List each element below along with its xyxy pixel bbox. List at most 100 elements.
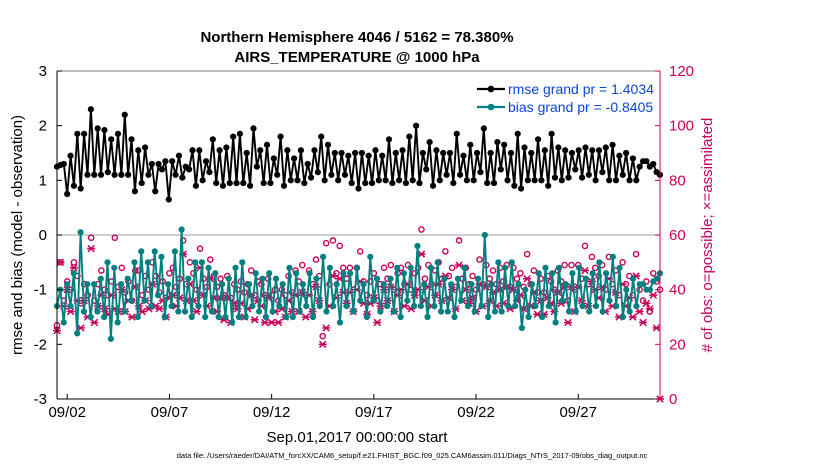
- bias-point: [532, 302, 539, 310]
- bias-point: [360, 281, 367, 288]
- obs-assimilated-marker: [192, 307, 201, 316]
- rmse-point: [324, 141, 332, 148]
- bias-point: [212, 270, 219, 277]
- bias-point: [239, 259, 246, 266]
- rmse-point: [518, 185, 525, 192]
- rmse-point: [633, 177, 640, 184]
- bias-point: [606, 297, 613, 304]
- bias-point: [121, 308, 128, 315]
- obs-possible-marker: [489, 267, 497, 274]
- rmse-point: [402, 179, 410, 187]
- y-tick-label-right: 60: [669, 227, 686, 244]
- bias-point: [175, 308, 182, 315]
- rmse-point: [562, 147, 569, 154]
- bias-point: [114, 319, 121, 326]
- bias-point: [340, 270, 347, 277]
- rmse-point: [138, 179, 145, 187]
- rmse-point: [623, 149, 630, 157]
- obs-possible-marker: [523, 250, 531, 258]
- rmse-point: [616, 152, 623, 159]
- rmse-point: [473, 149, 481, 157]
- rmse-point: [612, 177, 620, 184]
- bias-point: [134, 313, 141, 321]
- obs-assimilated-marker: [639, 318, 648, 327]
- rmse-point: [226, 179, 233, 187]
- rmse-point: [545, 182, 552, 189]
- bias-point: [208, 308, 216, 315]
- bias-point: [225, 275, 232, 282]
- bias-point: [161, 313, 168, 321]
- rmse-point: [131, 188, 139, 195]
- rmse-point: [446, 149, 454, 157]
- bias-point: [444, 308, 451, 315]
- rmse-point: [636, 163, 643, 170]
- bias-point: [579, 302, 586, 310]
- bias-point: [148, 302, 155, 310]
- bias-point: [151, 248, 158, 255]
- rmse-point: [440, 149, 447, 157]
- rmse-point: [91, 171, 98, 178]
- rmse-point: [419, 149, 426, 157]
- rmse-point: [541, 147, 548, 154]
- rmse-point: [490, 179, 498, 187]
- rmse-point: [70, 182, 78, 189]
- bias-point: [485, 313, 492, 321]
- rmse-point: [328, 171, 335, 178]
- rmse-point: [97, 171, 105, 178]
- rmse-point: [246, 182, 254, 189]
- rmse-point: [426, 138, 433, 146]
- obs-assimilated-marker: [87, 244, 96, 253]
- bias-point: [515, 281, 522, 288]
- rmse-point: [528, 149, 535, 157]
- bias-point: [629, 275, 637, 282]
- bias-point: [74, 330, 81, 337]
- bias-point: [353, 264, 360, 271]
- bias-point: [202, 313, 209, 321]
- rmse-point: [172, 171, 179, 178]
- rmse-point: [538, 177, 545, 184]
- obs-possible-marker: [649, 269, 657, 277]
- rmse-point: [531, 177, 538, 184]
- bias-point: [370, 297, 377, 304]
- bias-point: [326, 264, 333, 271]
- bias-point: [407, 264, 414, 271]
- y-tick-label-right: 40: [669, 282, 686, 299]
- bias-point: [245, 281, 253, 288]
- obs-possible-marker: [329, 237, 337, 244]
- bias-point: [394, 264, 401, 271]
- bias-point: [451, 313, 458, 321]
- rmse-point: [331, 149, 338, 157]
- rmse-point: [396, 177, 403, 184]
- bias-point: [117, 281, 125, 288]
- rmse-point: [341, 171, 349, 178]
- rmse-point: [433, 147, 440, 154]
- rmse-point: [497, 166, 504, 173]
- bias-point: [269, 308, 276, 315]
- rmse-point: [582, 144, 589, 151]
- rmse-point: [148, 160, 155, 168]
- rmse-point: [291, 155, 298, 162]
- rmse-point: [189, 147, 196, 154]
- legend-rmse-marker: [487, 85, 495, 93]
- bias-point: [400, 270, 408, 277]
- bias-point: [309, 313, 317, 321]
- obs-possible-marker: [513, 275, 521, 283]
- rmse-point: [206, 169, 213, 176]
- obs-possible-marker: [196, 245, 204, 252]
- rmse-point: [280, 182, 288, 189]
- rmse-point: [335, 177, 342, 184]
- bias-point: [154, 292, 162, 299]
- bias-point: [549, 270, 556, 277]
- rmse-point: [585, 171, 592, 178]
- rmse-point: [558, 177, 565, 184]
- bias-point: [619, 313, 627, 321]
- bias-point: [552, 319, 559, 326]
- obs-possible-marker: [448, 264, 456, 272]
- bias-line: [56, 228, 661, 340]
- bias-point: [262, 313, 269, 321]
- bias-point: [101, 313, 108, 321]
- rmse-point: [179, 174, 186, 181]
- rmse-point: [152, 188, 159, 195]
- bias-point: [404, 297, 411, 304]
- bias-point: [293, 270, 300, 277]
